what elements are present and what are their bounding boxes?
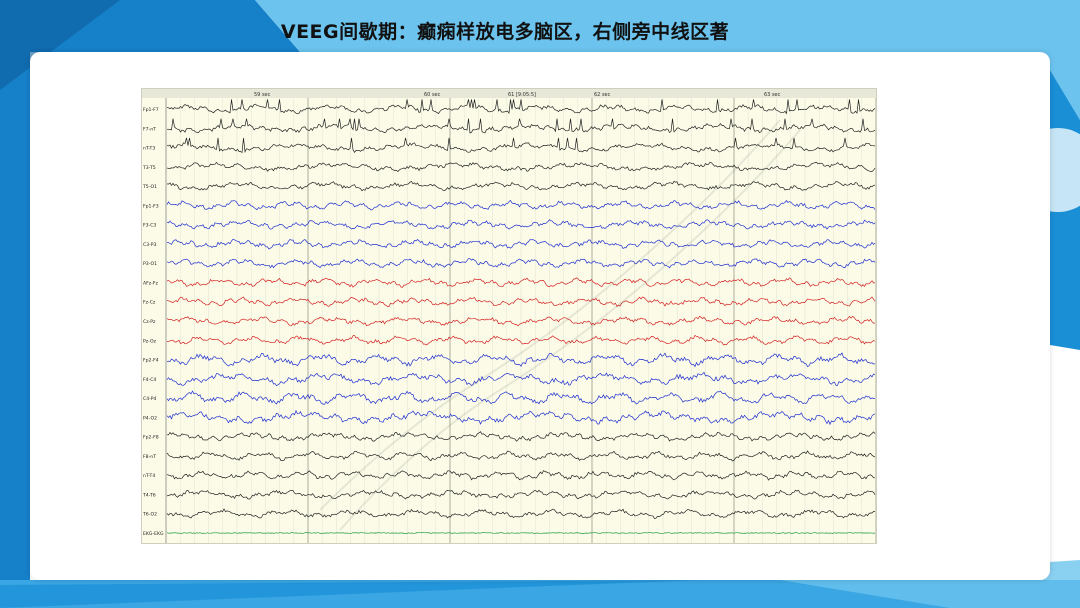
channel-label: EKG-EKG: [143, 531, 164, 537]
channel-label: Fp2-F4: [143, 358, 159, 364]
channel-trace: [166, 296, 876, 308]
channel-label: nT-T3: [143, 146, 155, 152]
channel-trace: [166, 277, 876, 288]
channel-trace: [166, 238, 876, 250]
channel-label: Cz-Pz: [143, 319, 156, 325]
channel-trace: [166, 470, 875, 481]
eeg-header-bar: [142, 89, 876, 98]
channel-label: F8-nT: [143, 454, 156, 460]
channel-label: C3-P3: [143, 242, 157, 248]
eeg-grid: [165, 89, 876, 543]
channel-label: P4-O2: [143, 415, 157, 421]
channel-trace: [166, 431, 876, 442]
channel-label: AFz-Fz: [143, 280, 158, 286]
channel-label: F3-C3: [143, 223, 156, 229]
channel-trace: [166, 137, 876, 154]
top-light-band: [255, 0, 1080, 120]
channel-label: Pz-Oz: [143, 338, 157, 344]
channel-trace: [166, 334, 876, 346]
channel-label: T5-O1: [142, 184, 157, 190]
channel-trace: [166, 258, 876, 269]
channel-trace: [166, 118, 876, 134]
channel-trace: [166, 409, 876, 426]
channel-trace: [166, 219, 876, 230]
channel-trace: [166, 199, 876, 211]
channel-label: F4-C4: [143, 377, 156, 383]
eeg-header-center: 61 [9:05:5]: [508, 92, 536, 98]
channel-label: Fz-Cz: [143, 300, 156, 306]
slide-title: VEEG间歇期：癫痫样放电多脑区，右侧旁中线区著: [280, 21, 730, 43]
channel-labels: Fp1-F7 F7-nT nT-T3 T3-T5 T5-O1 Fp1-F3 F3-C3 C3-…: [142, 107, 164, 537]
channel-label: C4-P4: [143, 396, 157, 402]
channel-label: Fp1-F7: [143, 107, 159, 113]
channel-trace: [166, 489, 876, 500]
channel-trace: [166, 371, 876, 387]
channel-label: P3-O1: [143, 261, 157, 267]
channel-trace: [166, 450, 876, 462]
eeg-recording: 59 sec 60 sec 61 [9:05:5] 62 sec 63 sec …: [141, 88, 877, 544]
channel-trace: [166, 161, 876, 172]
channel-label: T4-T6: [142, 492, 156, 498]
eeg-header-mid2: 62 sec: [594, 92, 611, 98]
eeg-header-right: 63 sec: [764, 92, 781, 98]
eeg-traces: 59 sec 60 sec 61 [9:05:5] 62 sec 63 sec …: [142, 89, 876, 543]
channel-label: Fp2-F8: [143, 435, 159, 441]
channel-trace: [166, 508, 876, 520]
channel-label: T6-O2: [142, 512, 157, 518]
channel-trace: [166, 180, 876, 192]
channel-label: nT-T4: [143, 473, 155, 479]
eeg-header-left: 59 sec: [254, 92, 271, 98]
channel-trace: [166, 99, 876, 115]
channel-label: T3-T5: [142, 165, 156, 171]
channel-trace: [166, 315, 875, 327]
channel-label: Fp1-F3: [143, 203, 159, 209]
channel-trace: [166, 532, 875, 534]
channel-traces: [166, 99, 876, 534]
eeg-header-mid1: 60 sec: [424, 92, 441, 98]
channel-trace: [166, 352, 876, 368]
channel-label: F7-nT: [143, 126, 156, 132]
channel-trace: [166, 390, 875, 405]
